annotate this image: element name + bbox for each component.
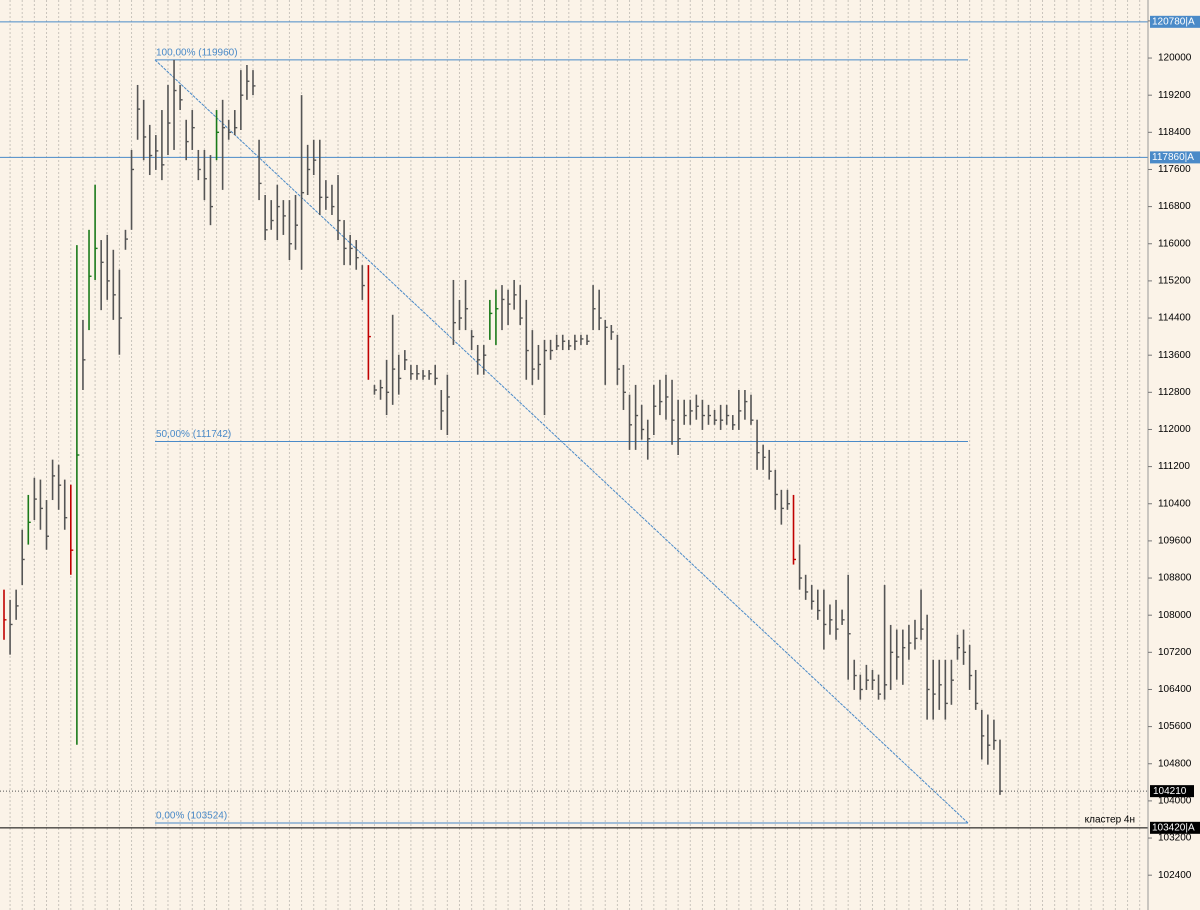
price-label: 103420|A [1152, 822, 1195, 833]
plot: 100,00% (119960) 50,00% (111742) 0,00% (10… [0, 21, 1148, 829]
annotation: кластер 4н [1085, 815, 1135, 826]
last-price-box [1150, 785, 1194, 798]
fib-label: 0,00% (103524) [156, 811, 227, 822]
y-tick-label: 112000 [1158, 424, 1191, 435]
y-tick-label: 108800 [1158, 573, 1192, 584]
y-tick-label: 108000 [1158, 610, 1192, 621]
price-label-box [1150, 151, 1200, 164]
price-label: 120780|A [1152, 16, 1195, 27]
last-price-label: 104210 [1153, 786, 1187, 797]
y-tick-label: 109600 [1158, 536, 1192, 547]
price-label-box [1150, 15, 1200, 28]
y-tick-label: 102400 [1158, 870, 1192, 881]
y-tick-label: 116000 [1158, 238, 1191, 249]
price-label-box [1150, 821, 1200, 834]
trend-line [154, 59, 969, 824]
y-tick-label: 112800 [1158, 387, 1191, 398]
y-tick-label: 105600 [1158, 721, 1192, 732]
y-tick-label: 104800 [1158, 758, 1192, 769]
y-tick-label: 107200 [1158, 647, 1192, 658]
y-tick-label: 111200 [1158, 461, 1190, 472]
fib-label: 50,00% (111742) [156, 429, 231, 440]
y-tick-label: 118400 [1158, 127, 1191, 138]
y-tick-label: 110400 [1158, 498, 1191, 509]
y-tick-label: 103200 [1158, 833, 1192, 844]
y-tick-label: 117600 [1158, 164, 1191, 175]
y-tick-label: 106400 [1158, 684, 1192, 695]
y-tick-label: 115200 [1158, 276, 1191, 287]
y-tick-label: 104000 [1158, 796, 1192, 807]
y-tick-label: 113600 [1158, 350, 1191, 361]
y-tick-label: 114400 [1158, 313, 1191, 324]
price-axis: 102400 103200 104000 104800 105600 106400 1072… [1148, 16, 1200, 881]
y-tick-label: 119200 [1158, 90, 1191, 101]
y-tick-label: 116800 [1158, 201, 1191, 212]
y-tick-label: 120000 [1158, 53, 1192, 64]
fib-label: 100,00% (119960) [156, 48, 238, 59]
price-label: 117860|A [1152, 152, 1194, 163]
